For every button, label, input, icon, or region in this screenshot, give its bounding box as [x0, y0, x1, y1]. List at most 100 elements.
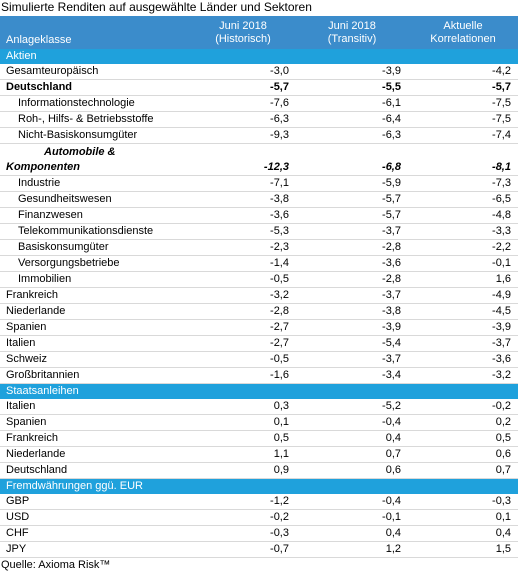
row-label: Italien — [6, 337, 36, 349]
row-label-cell: Frankreich — [0, 287, 190, 304]
value-cell: -3,8 — [190, 191, 296, 208]
row-label: Automobile & Komponenten — [6, 146, 116, 173]
table-row: Versorgungsbetriebe -1,4 -3,6 -0,1 — [0, 255, 518, 272]
value-cell: -0,3 — [190, 525, 296, 542]
header-row: Anlageklasse Juni 2018 (Historisch) Juni 2… — [0, 16, 518, 49]
value-cell: -3,7 — [296, 351, 408, 368]
column-header: Anlageklasse — [0, 16, 190, 49]
column-header: Juni 2018 (Transitiv) — [296, 16, 408, 49]
table-row: Telekommunikationsdienste -5,3 -3,7 -3,3 — [0, 223, 518, 240]
value-cell: -0,5 — [190, 351, 296, 368]
value-cell: -3,2 — [408, 367, 518, 384]
table-row: Immobilien -0,5 -2,8 1,6 — [0, 271, 518, 288]
row-label-cell: Gesamteuropäisch — [0, 64, 190, 80]
row-label-cell: Roh-, Hilfs- & Betriebsstoffe — [0, 111, 190, 128]
value-cell: -4,9 — [408, 287, 518, 304]
section-title: Aktien — [0, 49, 518, 64]
value-cell: -3,0 — [190, 64, 296, 80]
table: Anlageklasse Juni 2018 (Historisch) Juni 2… — [0, 16, 518, 558]
table-row: Gesundheitswesen -3,8 -5,7 -6,5 — [0, 191, 518, 208]
row-label: Spanien — [6, 416, 47, 428]
value-cell: -3,6 — [408, 351, 518, 368]
value-cell: -0,5 — [190, 271, 296, 288]
value-cell: -5,5 — [296, 79, 408, 96]
value-cell: -1,6 — [190, 367, 296, 384]
row-label: Finanzwesen — [18, 209, 83, 221]
value-cell: -0,4 — [296, 414, 408, 431]
row-label-cell: Deutschland — [0, 462, 190, 479]
value-cell: -6,3 — [190, 111, 296, 128]
row-label: Informationstechnologie — [18, 97, 135, 109]
row-label-cell: Frankreich — [0, 430, 190, 447]
value-cell: -0,2 — [190, 509, 296, 526]
table-row: Niederlande -2,8 -3,8 -4,5 — [0, 303, 518, 320]
row-label: Deutschland — [6, 81, 73, 93]
value-cell: -6,1 — [296, 95, 408, 112]
row-label: Frankreich — [6, 432, 58, 444]
section-title: Fremdwährungen ggü. EUR — [0, 478, 518, 494]
row-label: Niederlande — [6, 305, 66, 317]
value-cell: -7,3 — [408, 175, 518, 192]
row-label: Basiskonsumgüter — [18, 241, 109, 253]
value-cell: 0,7 — [408, 462, 518, 479]
row-label-cell: Telekommunikationsdienste — [0, 223, 190, 240]
row-label: CHF — [6, 527, 29, 539]
table-row: Frankreich -3,2 -3,7 -4,9 — [0, 287, 518, 304]
row-label-cell: Niederlande — [0, 303, 190, 320]
table-header: Anlageklasse Juni 2018 (Historisch) Juni 2… — [0, 16, 518, 49]
value-cell: -5,7 — [408, 79, 518, 96]
value-cell: 0,1 — [190, 414, 296, 431]
value-cell: -3,8 — [296, 303, 408, 320]
value-cell: -0,4 — [296, 494, 408, 510]
row-label-cell: GBP — [0, 494, 190, 510]
row-label: Nicht-Basiskonsumgüter — [18, 129, 138, 141]
row-label-cell: Automobile & Komponenten — [0, 143, 190, 176]
section-row: Fremdwährungen ggü. EUR — [0, 478, 518, 494]
value-cell: 0,3 — [190, 399, 296, 415]
row-label: Spanien — [6, 321, 47, 333]
section-row: Aktien — [0, 49, 518, 64]
value-cell: -3,6 — [296, 255, 408, 272]
value-cell: -12,3 — [190, 143, 296, 176]
row-label: Immobilien — [18, 273, 72, 285]
source-note: Quelle: Axioma Risk™ — [1, 559, 111, 571]
value-cell: -0,1 — [408, 255, 518, 272]
table-row: Deutschland 0,9 0,6 0,7 — [0, 462, 518, 479]
row-label-cell: Immobilien — [0, 271, 190, 288]
value-cell: 0,5 — [408, 430, 518, 447]
table-row: Gesamteuropäisch -3,0 -3,9 -4,2 — [0, 64, 518, 80]
value-cell: -3,4 — [296, 367, 408, 384]
value-cell: 1,6 — [408, 271, 518, 288]
value-cell: -2,8 — [296, 239, 408, 256]
value-cell: -5,7 — [296, 207, 408, 224]
row-label: USD — [6, 511, 30, 523]
row-label-cell: Italien — [0, 399, 190, 415]
value-cell: -1,4 — [190, 255, 296, 272]
table-row: Frankreich 0,5 0,4 0,5 — [0, 430, 518, 447]
value-cell: -0,2 — [408, 399, 518, 415]
table-row: USD -0,2 -0,1 0,1 — [0, 509, 518, 526]
row-label-cell: JPY — [0, 541, 190, 558]
table-row: Spanien 0,1 -0,4 0,2 — [0, 414, 518, 431]
value-cell: -6,3 — [296, 127, 408, 144]
table-row: JPY -0,7 1,2 1,5 — [0, 541, 518, 558]
value-cell: -3,7 — [408, 335, 518, 352]
value-cell: -5,9 — [296, 175, 408, 192]
table-row: Niederlande 1,1 0,7 0,6 — [0, 446, 518, 463]
table-row: Industrie -7,1 -5,9 -7,3 — [0, 175, 518, 192]
value-cell: 0,5 — [190, 430, 296, 447]
value-cell: 0,9 — [190, 462, 296, 479]
value-cell: 1,2 — [296, 541, 408, 558]
row-label-cell: Versorgungsbetriebe — [0, 255, 190, 272]
value-cell: -2,8 — [296, 271, 408, 288]
table-row: Deutschland -5,7 -5,5 -5,7 — [0, 79, 518, 96]
value-cell: -2,7 — [190, 319, 296, 336]
value-cell: -0,7 — [190, 541, 296, 558]
value-cell: -3,7 — [296, 287, 408, 304]
value-cell: -3,6 — [190, 207, 296, 224]
value-cell: -7,6 — [190, 95, 296, 112]
table-row: Italien -2,7 -5,4 -3,7 — [0, 335, 518, 352]
section-row: Staatsanleihen — [0, 383, 518, 399]
value-cell: 1,1 — [190, 446, 296, 463]
row-label-cell: Nicht-Basiskonsumgüter — [0, 127, 190, 144]
